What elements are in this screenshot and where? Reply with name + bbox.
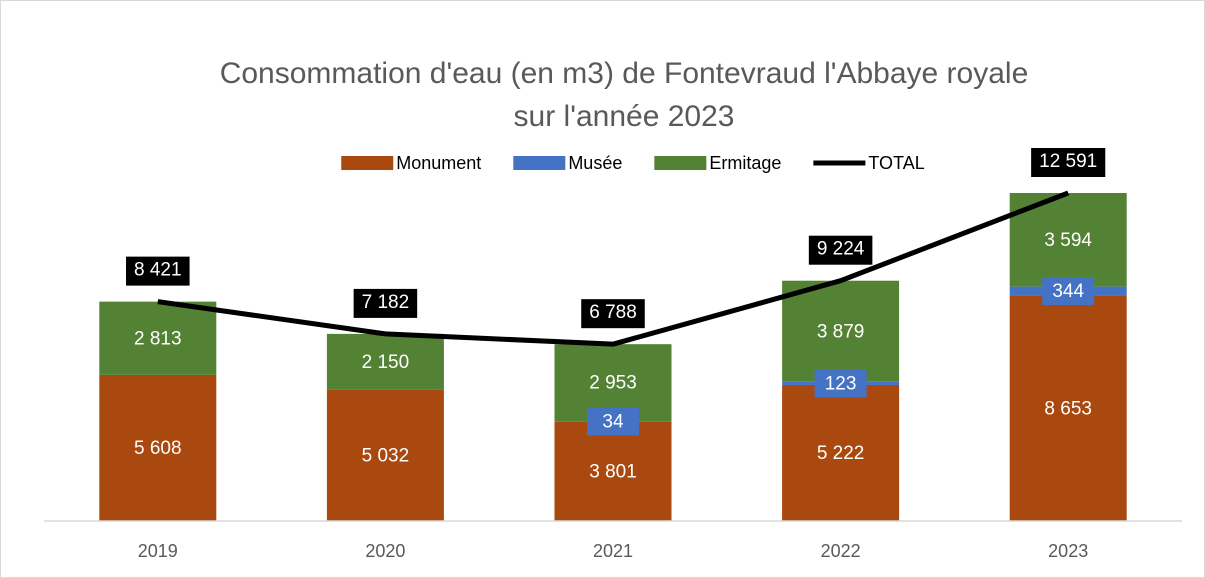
data-label-box (581, 299, 645, 329)
legend-label: Ermitage (709, 153, 781, 173)
legend-swatch (341, 156, 394, 170)
data-label-box (1031, 148, 1106, 177)
x-tick-label: 2023 (1048, 541, 1088, 561)
data-label-box (1042, 277, 1095, 306)
legend-label: Monument (396, 153, 481, 173)
line (157, 190, 1070, 347)
data-label-group: 8 421 (126, 256, 190, 286)
data-label: 34 (602, 412, 624, 433)
data-label: 2 813 (134, 328, 182, 349)
data-label: 6 788 (589, 302, 637, 323)
legend: Monument Musée Ermitage TOTAL (341, 153, 925, 173)
data-label: 3 594 (1044, 230, 1092, 251)
chart-title: sur l'année 2023 (514, 100, 735, 133)
data-label-group: 7 182 (353, 288, 418, 318)
data-label: 9 224 (817, 239, 865, 260)
x-tick-label: 2022 (821, 541, 861, 561)
bar-segment (782, 280, 900, 382)
data-label-box (126, 256, 190, 286)
chart-title: Consommation d'eau (en m3) de Fontevraud… (220, 57, 1029, 90)
bar-segment (99, 301, 217, 375)
data-label-box (808, 235, 873, 265)
data-label: 5 032 (362, 445, 410, 466)
legend-label: TOTAL (868, 153, 924, 173)
bar-segment (1009, 295, 1127, 521)
data-label-group: 9 224 (808, 235, 873, 265)
bar-segment (782, 384, 900, 521)
data-label: 2 953 (589, 373, 637, 394)
x-tick-label: 2021 (593, 541, 633, 561)
data-label: 3 801 (589, 462, 637, 483)
data-label: 5 608 (134, 438, 182, 459)
x-tick-label: 2020 (365, 541, 405, 561)
data-label: 12 591 (1039, 151, 1097, 172)
data-label: 3 879 (817, 321, 865, 342)
data-label-box (587, 407, 639, 436)
x-tick-label: 2019 (138, 541, 178, 561)
data-label-box (814, 369, 867, 398)
data-label: 7 182 (362, 292, 410, 313)
data-label: 8 653 (1044, 398, 1092, 419)
legend-label: Musée (568, 153, 622, 173)
data-label-box (353, 288, 418, 318)
bar-segment (326, 389, 444, 521)
data-label: 8 421 (134, 260, 182, 281)
data-label: 123 (825, 373, 857, 394)
data-label-group: 6 788 (581, 299, 645, 329)
data-label: 5 222 (817, 443, 865, 464)
legend-swatch (513, 156, 566, 170)
bar-segment (554, 421, 672, 521)
bar-segment (326, 333, 444, 390)
data-label-group: 12 591 (1031, 148, 1106, 177)
data-label: 2 150 (362, 352, 410, 373)
bar-segment (99, 374, 217, 521)
data-label: 344 (1052, 281, 1084, 302)
legend-swatch (654, 156, 707, 170)
